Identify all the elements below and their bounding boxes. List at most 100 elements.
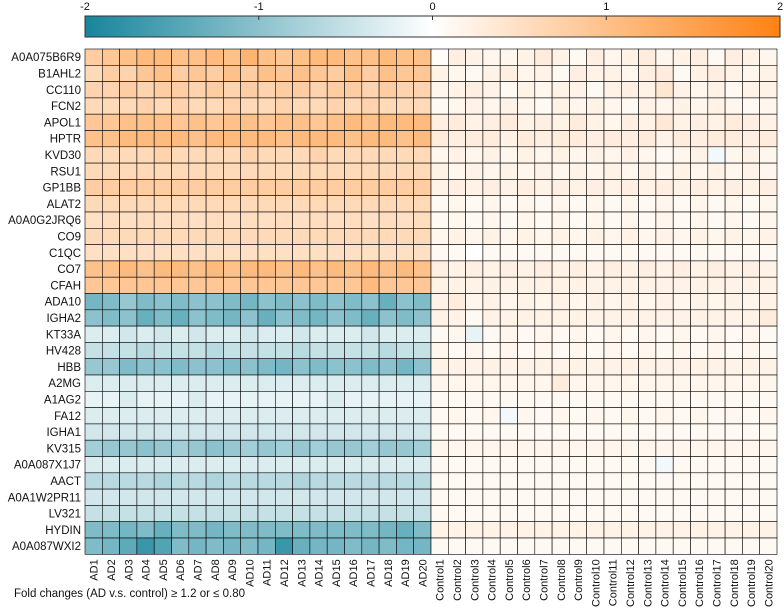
row-label: APOL1 (44, 117, 81, 129)
heatmap-cell (638, 456, 657, 474)
heatmap-cell (620, 390, 639, 408)
heatmap-cell (361, 195, 380, 213)
heatmap-cell (292, 97, 311, 115)
heatmap-cell (534, 162, 553, 180)
heatmap-cell (205, 211, 224, 229)
heatmap-cell (534, 423, 553, 441)
heatmap-cell (171, 65, 190, 82)
heatmap-cell (569, 244, 588, 262)
heatmap-cell (153, 537, 172, 555)
heatmap-cell (569, 97, 588, 115)
heatmap-cell (361, 130, 380, 148)
heatmap-cell (517, 260, 536, 278)
row-label: ADA10 (45, 297, 81, 309)
heatmap-cell (205, 358, 224, 376)
column-label: AD9 (227, 559, 239, 580)
heatmap-cell (465, 146, 484, 164)
heatmap-cell (361, 488, 380, 506)
heatmap-cell (672, 162, 691, 180)
heatmap-cell (620, 358, 639, 376)
heatmap-cell (499, 358, 518, 376)
heatmap-cell (569, 407, 588, 425)
heatmap-cell (517, 97, 536, 115)
heatmap-cell (153, 309, 172, 327)
heatmap-cell (205, 130, 224, 148)
heatmap-cell (707, 439, 726, 457)
heatmap-cell (724, 439, 743, 457)
heatmap-cell (153, 228, 172, 245)
heatmap-cell (638, 130, 657, 148)
heatmap-cell (569, 260, 588, 278)
heatmap-cell (534, 456, 553, 474)
heatmap-cell (724, 97, 743, 115)
heatmap-cell (482, 309, 501, 327)
heatmap-cell (136, 488, 155, 506)
heatmap-cell (119, 260, 138, 278)
heatmap-cell (378, 195, 397, 213)
heatmap-cell (586, 325, 605, 343)
heatmap-cell (447, 179, 466, 196)
heatmap-cell (742, 260, 761, 278)
heatmap-cell (672, 146, 691, 164)
heatmap-cell (724, 325, 743, 343)
heatmap-cell (274, 48, 293, 66)
heatmap-cell (84, 276, 103, 294)
heatmap-cell (361, 407, 380, 425)
heatmap-cell (620, 407, 639, 425)
heatmap-cell (205, 293, 224, 311)
heatmap-cell (638, 537, 657, 555)
row-label: ALAT2 (47, 199, 81, 211)
heatmap-cell (759, 521, 778, 539)
heatmap-cell (638, 488, 657, 506)
heatmap-cell (586, 179, 605, 196)
heatmap-cell (102, 325, 120, 343)
heatmap-cell (707, 407, 726, 425)
heatmap-cell (759, 276, 778, 294)
heatmap-cell (153, 97, 172, 115)
heatmap-cell (551, 439, 570, 457)
heatmap-cell (465, 65, 484, 82)
heatmap-cell (309, 505, 328, 522)
heatmap-cell (344, 179, 363, 196)
heatmap-cell (759, 488, 778, 506)
heatmap-cell (102, 130, 120, 148)
heatmap-cell (223, 325, 241, 343)
row-label: CO9 (57, 231, 81, 243)
heatmap-cell (309, 146, 328, 164)
heatmap-cell (603, 260, 622, 278)
heatmap-cell (361, 390, 380, 408)
column-label: AD13 (296, 559, 308, 587)
heatmap-cell (102, 162, 120, 180)
heatmap-cell (447, 423, 466, 441)
heatmap-cell (707, 113, 726, 131)
column-label: AD16 (348, 559, 360, 587)
heatmap-cell (690, 195, 709, 213)
heatmap-cell (153, 423, 172, 441)
heatmap-cell (102, 211, 120, 229)
heatmap-cell (378, 179, 397, 196)
heatmap-cell (326, 293, 345, 311)
heatmap-cell (102, 195, 120, 213)
heatmap-cell (378, 472, 397, 490)
heatmap-cell (361, 472, 380, 490)
heatmap-cell (534, 358, 553, 376)
heatmap-cell (396, 407, 414, 425)
heatmap-cell (551, 211, 570, 229)
heatmap-cell (759, 244, 778, 262)
row-label: HYDIN (45, 525, 81, 537)
heatmap-cell (102, 276, 120, 294)
heatmap-cell (447, 537, 466, 555)
heatmap-cell (413, 48, 432, 66)
heatmap-cell (378, 276, 397, 294)
heatmap-cell (499, 113, 518, 131)
heatmap-cell (326, 456, 345, 474)
heatmap-cell (326, 358, 345, 376)
heatmap-cell (171, 228, 190, 245)
heatmap-cell (171, 456, 190, 474)
heatmap-cell (274, 97, 293, 115)
heatmap-cell (586, 488, 605, 506)
heatmap-cell (482, 179, 501, 196)
heatmap-cell (690, 130, 709, 148)
heatmap-cell (465, 423, 484, 441)
heatmap-cell (274, 390, 293, 408)
